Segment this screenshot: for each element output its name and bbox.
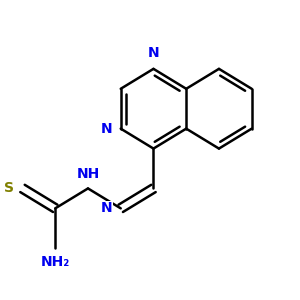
- Text: NH₂: NH₂: [40, 255, 70, 269]
- Text: NH: NH: [76, 167, 100, 181]
- Text: S: S: [4, 182, 14, 195]
- Text: N: N: [148, 46, 159, 60]
- Text: N: N: [100, 122, 112, 136]
- Text: N: N: [100, 201, 112, 215]
